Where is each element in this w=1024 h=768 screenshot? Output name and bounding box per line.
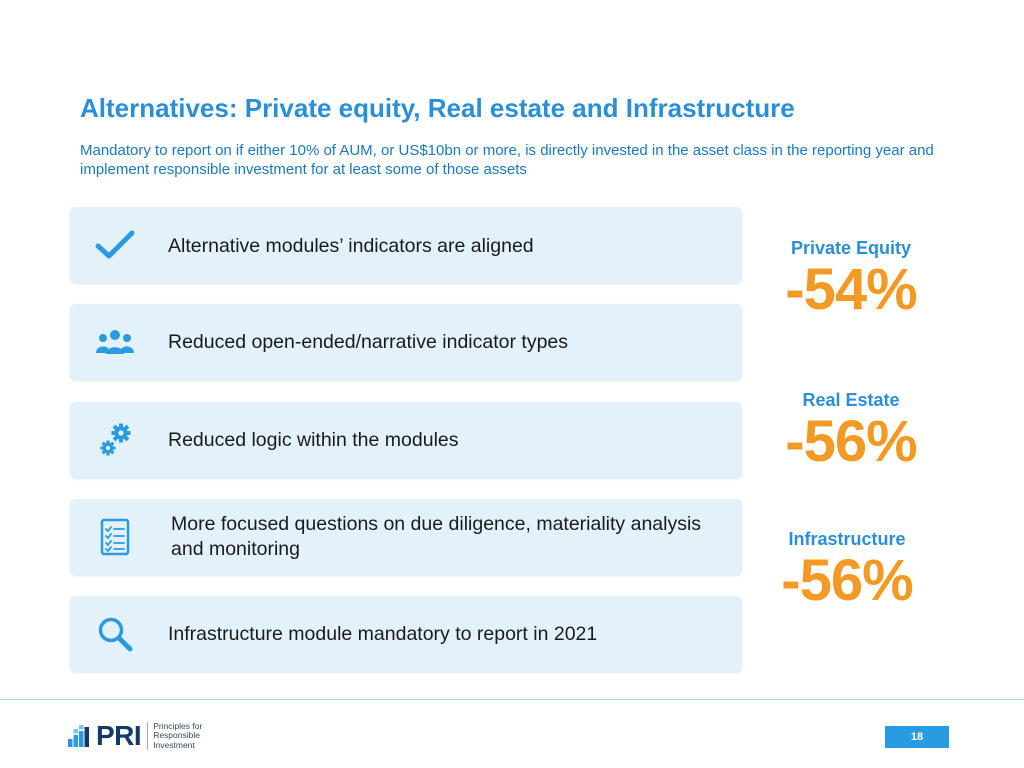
- pri-logo: PRI Principles for Responsible Investmen…: [68, 720, 213, 751]
- logo-tagline: Principles for Responsible Investment: [153, 720, 203, 750]
- stat-name: Private Equity: [790, 238, 912, 258]
- pri-logo-mark-icon: [68, 725, 89, 747]
- page-title: Alternatives: Private equity, Real estat…: [80, 93, 795, 123]
- page-number: 18: [885, 726, 949, 748]
- card-infrastructure-mandatory: Infrastructure module mandatory to repor…: [70, 596, 742, 672]
- card-label: Reduced logic within the modules: [168, 428, 459, 451]
- card-label: More focused questions on due diligence,…: [171, 513, 702, 560]
- people-group-icon: [94, 322, 136, 362]
- stat-name: Infrastructure: [788, 529, 906, 549]
- card-label: Alternative modules’ indicators are alig…: [168, 235, 534, 257]
- card-label: Reduced open-ended/narrative indicator t…: [168, 330, 569, 353]
- magnifier-icon: [94, 614, 136, 654]
- logo-separator: [147, 722, 149, 750]
- checklist-icon: [94, 517, 136, 557]
- stat-name: Real Estate: [802, 390, 900, 410]
- stat-infrastructure: Infrastructure -56%: [757, 529, 937, 612]
- stat-value: -54%: [785, 257, 917, 322]
- stat-value: -56%: [781, 548, 913, 613]
- page-subtitle: Mandatory to report on if either 10% of …: [80, 142, 934, 178]
- card-label: Infrastructure module mandatory to repor…: [168, 622, 598, 645]
- gears-icon: [94, 420, 136, 460]
- stat-private-equity: Private Equity -54%: [761, 238, 941, 321]
- stat-value: -56%: [785, 409, 917, 474]
- footer-divider: [0, 699, 1024, 700]
- stat-real-estate: Real Estate -56%: [761, 390, 941, 473]
- card-aligned-indicators: Alternative modules’ indicators are alig…: [70, 207, 742, 283]
- logo-wordmark: PRI: [96, 720, 142, 751]
- card-reduced-logic: Reduced logic within the modules: [70, 402, 742, 478]
- card-focused-questions: More focused questions on due diligence,…: [70, 499, 742, 575]
- check-icon: [94, 225, 136, 265]
- card-reduced-narrative: Reduced open-ended/narrative indicator t…: [70, 304, 742, 380]
